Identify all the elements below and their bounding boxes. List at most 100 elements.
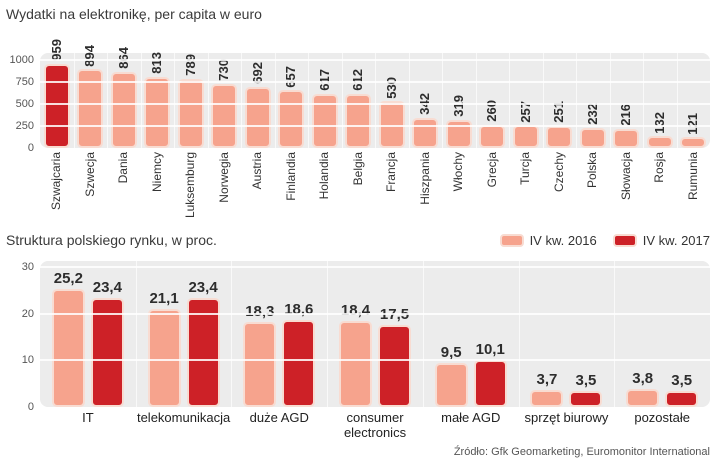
bar: [512, 125, 539, 148]
bar: [445, 119, 472, 148]
bar-group: 21,1 23,4: [136, 261, 232, 407]
country-label-cell: Hiszpania: [409, 148, 443, 228]
bar-value-label: 121: [685, 112, 701, 135]
bar-value-label: 3,8: [632, 370, 654, 388]
country-label-cell: Finlandia: [275, 148, 309, 228]
y-tick-label: 500: [15, 98, 34, 111]
bar: [646, 136, 673, 148]
bar-column: 232: [576, 53, 610, 148]
chart-market-structure: Struktura polskiego rynku, w proc. IV kw…: [6, 232, 717, 459]
bar-value-label: 21,1: [149, 289, 179, 307]
vertical-gridline: [542, 53, 544, 148]
chart-market-structure-title: Struktura polskiego rynku, w proc.: [6, 232, 217, 248]
bar-column: 789: [174, 53, 208, 148]
bar-column: 692: [241, 53, 275, 148]
bar: [311, 93, 338, 148]
bar-group: 9,5 10,1: [423, 261, 519, 407]
country-label: Rumunia: [685, 152, 700, 201]
country-label: Finlandia: [283, 152, 298, 201]
bar: [90, 297, 124, 407]
bar-value-label: 10,1: [475, 340, 505, 358]
country-label: Rosja: [652, 152, 667, 183]
bar: [473, 359, 507, 407]
bar: [144, 76, 171, 148]
bar: [434, 362, 468, 407]
gridline: [40, 312, 710, 315]
country-label-cell: Rosja: [643, 148, 677, 228]
country-label: Austria: [250, 152, 265, 190]
bar: [479, 125, 506, 148]
bar-value-label: 17,5: [379, 306, 410, 324]
chart-per-capita-y-axis: 0 250 500 750 1000: [6, 53, 40, 154]
bar-value-label: 23,4: [188, 278, 218, 296]
chart-per-capita-x-labels: Szwajcaria Szwecja Dania Niemcy Luksemburg No…: [40, 148, 710, 228]
bar-value-label: 789: [182, 53, 198, 76]
bar-value-label: 617: [316, 69, 332, 91]
bar-value-label: 23,4: [92, 278, 122, 296]
country-label-cell: Austria: [241, 148, 275, 228]
country-label-cell: Słowacja: [610, 148, 644, 228]
bar-column: 17,5: [378, 306, 412, 407]
category-label: telekomunikacja: [136, 410, 231, 425]
category-label: sprzęt biurowy: [524, 410, 609, 425]
vertical-gridline: [408, 53, 410, 148]
country-label-cell: Dania: [107, 148, 141, 228]
bar: [43, 63, 70, 148]
bar-column: 3,5: [569, 371, 603, 407]
vertical-gridline: [207, 53, 209, 148]
country-label: Belgia: [350, 152, 365, 186]
chart-per-capita-bars: 959 894 864 813 789 730 692 657 617 612 530 342 319 2…: [40, 39, 710, 148]
category-label: consumer electronics: [343, 410, 407, 440]
country-label-cell: Włochy: [442, 148, 476, 228]
bar-column: 864: [107, 47, 141, 148]
bar: [147, 308, 181, 407]
bar: [665, 390, 699, 407]
vertical-gridline: [73, 53, 75, 148]
country-label-cell: Holandia: [308, 148, 342, 228]
bar-column: 9,5: [434, 344, 468, 407]
bar: [51, 289, 85, 407]
country-label: Niemcy: [149, 152, 164, 193]
bar-column: 18,3: [243, 303, 277, 407]
bar-value-label: 730: [216, 59, 232, 81]
bar-column: 813: [141, 52, 175, 148]
bar: [378, 325, 412, 407]
vertical-gridline: [643, 53, 644, 148]
legend-item: IV kw. 2016: [499, 233, 597, 248]
bar-value-label: 959: [48, 38, 64, 61]
bar-column: 25,2: [51, 271, 85, 407]
bar: [680, 137, 707, 148]
legend-swatch: [612, 234, 637, 247]
bar-value-label: 3,5: [671, 371, 693, 389]
vertical-gridline: [442, 53, 443, 148]
bar-column: 132: [643, 53, 677, 148]
bar-value-label: 3,5: [575, 371, 597, 389]
country-label: Słowacja: [618, 152, 633, 201]
country-label-cell: Rumunia: [677, 148, 711, 228]
bar-column: 23,4: [90, 278, 124, 407]
vertical-gridline: [375, 53, 376, 148]
y-tick-label: 250: [15, 120, 34, 133]
bar: [579, 127, 606, 148]
country-label-cell: Szwecja: [74, 148, 108, 228]
source-note: Źródło: Gfk Geomarketing, Euromonitor In…: [453, 446, 710, 458]
bar-column: 894: [74, 45, 108, 148]
chart-market-structure-header: Struktura polskiego rynku, w proc. IV kw…: [6, 232, 710, 249]
country-label-cell: Norwegia: [208, 148, 242, 228]
chart-per-capita-plot-row: 0 250 500 750 1000 959 894 864 813 789 730 692 657 6…: [6, 39, 717, 154]
bar-value-label: 657: [283, 65, 299, 88]
bar-value-label: 894: [82, 44, 98, 67]
vertical-gridline: [614, 261, 616, 407]
bar-column: 23,4: [186, 278, 220, 407]
vertical-gridline: [341, 53, 343, 148]
legend-label: IV kw. 2016: [529, 233, 597, 248]
vertical-gridline: [475, 53, 477, 148]
bar-column: 617: [308, 53, 342, 148]
y-tick-label: 1000: [9, 54, 34, 67]
country-label: Szwajcaria: [49, 152, 64, 211]
bar-column: 18,4: [339, 303, 373, 407]
country-label: Szwecja: [82, 152, 97, 197]
bar: [244, 87, 271, 148]
bar: [569, 390, 603, 407]
